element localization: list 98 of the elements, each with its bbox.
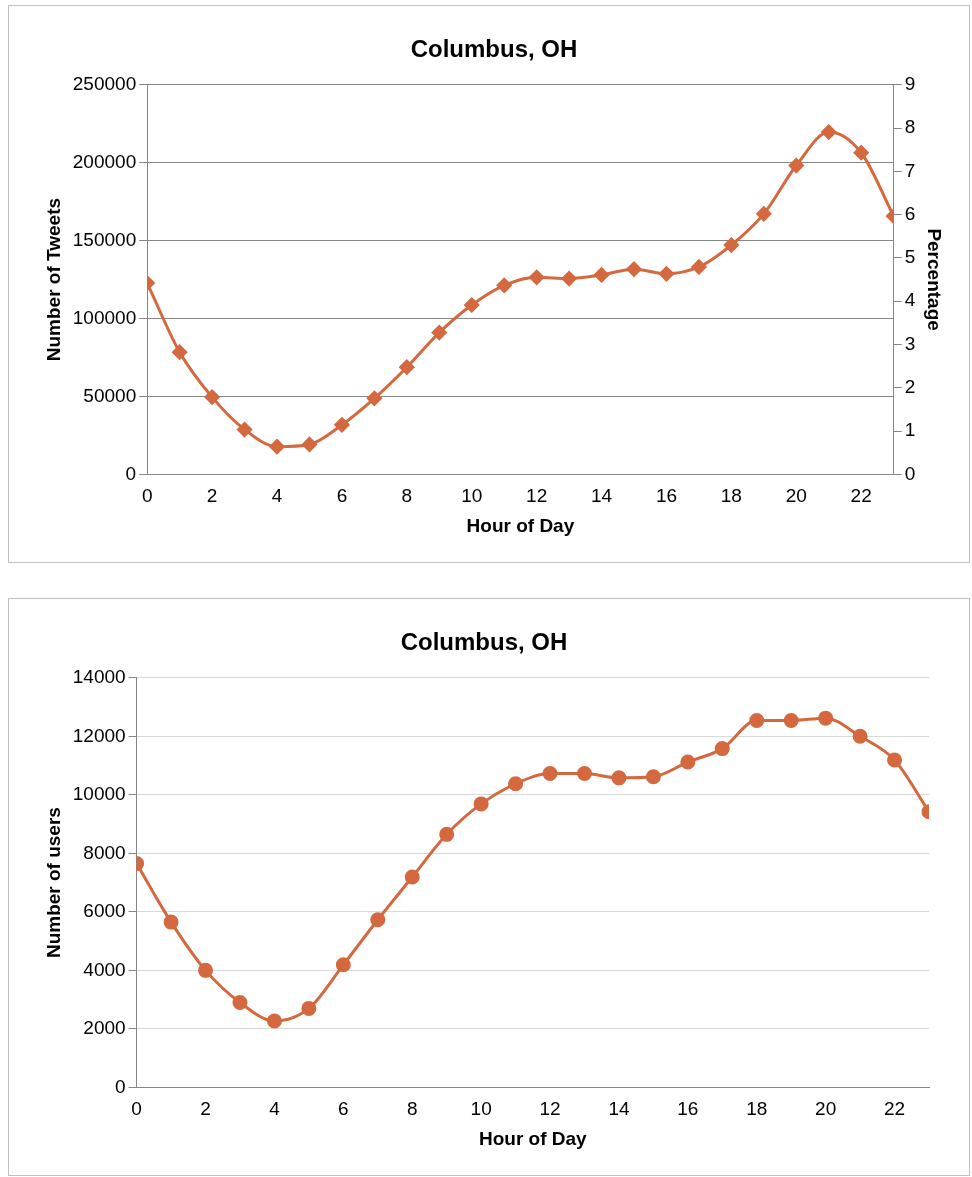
y2-tick-label: 0 [904, 462, 916, 484]
point [783, 713, 799, 729]
point [404, 869, 420, 885]
point [645, 769, 661, 785]
point [237, 422, 253, 438]
point [714, 741, 730, 757]
point [756, 206, 772, 222]
x-tick-label: 4 [271, 485, 283, 507]
point [626, 261, 642, 277]
x-tick-label: 6 [336, 485, 348, 507]
x-tick-label: 20 [815, 1098, 837, 1120]
point [464, 297, 480, 313]
y-tick-label: 100000 [72, 306, 137, 328]
y-axis-title: Number of users [42, 807, 64, 959]
point [853, 145, 869, 161]
point [529, 269, 545, 285]
point [163, 914, 179, 930]
point [335, 957, 351, 973]
point [172, 344, 188, 360]
y2-tick-label: 7 [904, 159, 916, 181]
x-tick-label: 0 [141, 485, 153, 507]
point [576, 765, 592, 781]
point [431, 325, 447, 341]
point [561, 271, 577, 287]
y2-tick-label: 6 [904, 202, 916, 224]
point [473, 796, 489, 812]
point [542, 765, 558, 781]
point [366, 390, 382, 406]
point [496, 277, 512, 293]
y-tick-label: 2000 [83, 1017, 126, 1039]
y-tick-label: 0 [125, 462, 137, 484]
y-tick-label: 150000 [72, 228, 137, 250]
y2-tick-label: 1 [904, 419, 916, 441]
y-tick-label: 50000 [83, 384, 137, 406]
x-tick-label: 16 [655, 485, 678, 507]
x-tick-label: 14 [608, 1098, 630, 1120]
y2-tick-label: 2 [904, 376, 916, 398]
point [266, 1013, 282, 1029]
x-tick-label: 18 [746, 1098, 768, 1120]
y2-tick-label: 9 [904, 73, 916, 95]
y-tick-label: 250000 [72, 73, 137, 95]
point [788, 158, 804, 174]
point [508, 776, 524, 792]
point [887, 752, 903, 768]
y-tick-label: 8000 [83, 841, 126, 863]
y2-tick-label: 3 [904, 332, 916, 354]
point [658, 266, 674, 282]
y-tick-label: 12000 [72, 724, 126, 746]
x-tick-label: 8 [406, 1098, 418, 1120]
point [232, 995, 248, 1011]
y-tick-label: 0 [115, 1075, 126, 1097]
x-tick-label: 22 [883, 1098, 906, 1120]
point [301, 1000, 317, 1016]
x-axis-title: Hour of Day [478, 1127, 588, 1149]
point [818, 710, 834, 726]
point [269, 439, 285, 455]
point [691, 259, 707, 275]
x-tick-label: 20 [785, 485, 807, 507]
x-tick-label: 10 [461, 485, 483, 507]
point [852, 728, 868, 744]
chart-title: Columbus, OH [400, 628, 568, 656]
point [439, 826, 455, 842]
chart-title: Columbus, OH [410, 35, 578, 63]
x-tick-label: 22 [850, 485, 872, 507]
x-tick-label: 18 [720, 485, 742, 507]
x-tick-label: 16 [677, 1098, 699, 1120]
x-tick-label: 4 [269, 1098, 281, 1120]
x-axis-title: Hour of Day [466, 514, 575, 536]
y2-tick-label: 5 [904, 246, 916, 268]
point [821, 124, 837, 140]
point [198, 962, 214, 978]
point [334, 417, 350, 433]
point [399, 359, 415, 375]
point [723, 237, 739, 253]
x-tick-label: 6 [338, 1098, 349, 1120]
y-tick-label: 10000 [72, 783, 126, 805]
point [594, 267, 610, 283]
y2-axis-title: Percentage [924, 228, 946, 331]
point [749, 713, 765, 729]
x-tick-label: 10 [470, 1098, 492, 1120]
y-tick-label: 4000 [83, 958, 126, 980]
y-axis-title: Number of Tweets [42, 197, 64, 362]
y-tick-label: 200000 [72, 150, 137, 172]
y2-tick-label: 8 [904, 116, 916, 138]
point [370, 912, 386, 928]
x-tick-label: 2 [206, 485, 218, 507]
x-tick-label: 8 [401, 485, 413, 507]
point [680, 754, 696, 770]
x-tick-label: 12 [526, 485, 548, 507]
y-tick-label: 14000 [72, 666, 126, 688]
point [301, 436, 317, 452]
y-tick-label: 6000 [83, 900, 126, 922]
point [204, 389, 220, 405]
x-tick-label: 14 [590, 485, 613, 507]
x-tick-label: 2 [200, 1098, 211, 1120]
x-tick-label: 12 [539, 1098, 561, 1120]
point [611, 770, 627, 786]
y2-tick-label: 4 [904, 289, 916, 311]
